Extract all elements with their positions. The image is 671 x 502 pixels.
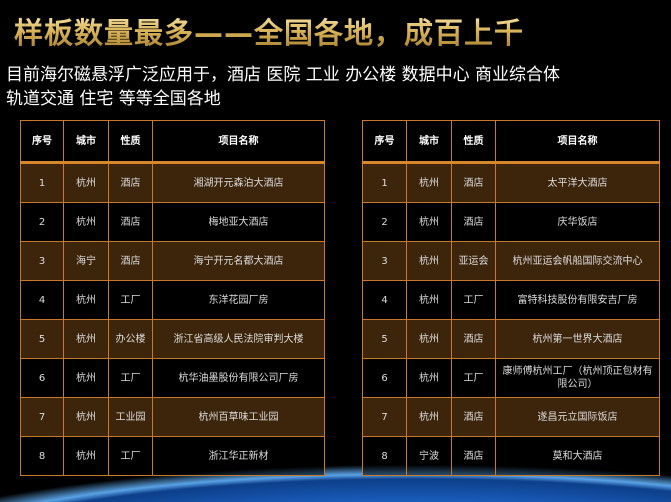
cell-city: 杭州 (63, 202, 109, 242)
cell-index: 4 (20, 280, 64, 320)
table-row: 6 杭州 工厂 康师傅杭州工厂（杭州顶正包材有限公司） (362, 358, 660, 398)
cell-city: 杭州 (406, 241, 452, 281)
cell-city: 杭州 (63, 358, 109, 398)
cell-project-name: 浙江华正新材 (152, 436, 325, 476)
cell-index: 8 (20, 436, 64, 476)
cell-project-name: 海宁开元名都大酒店 (152, 241, 325, 281)
cell-city: 杭州 (406, 162, 452, 203)
cell-index: 3 (362, 241, 407, 281)
table-row: 1 杭州 酒店 湘湖开元森泊大酒店 (20, 162, 325, 203)
cell-type: 工厂 (108, 280, 153, 320)
page-title: 样板数量最多——全国各地，成百上千 (14, 10, 524, 52)
header-index: 序号 (20, 120, 64, 164)
cell-index: 6 (20, 358, 64, 398)
header-city: 城市 (406, 120, 452, 164)
table-row: 8 杭州 工厂 浙江华正新材 (20, 436, 325, 476)
table-row: 4 杭州 工厂 东洋花园厂房 (20, 280, 325, 320)
cell-city: 杭州 (63, 436, 109, 476)
cell-project-name: 杭华油墨股份有限公司厂房 (152, 358, 325, 398)
cell-project-name: 湘湖开元森泊大酒店 (152, 162, 325, 203)
header-project-name: 项目名称 (152, 120, 325, 164)
cell-type: 酒店 (451, 397, 496, 437)
cell-index: 5 (20, 319, 64, 359)
left-project-table: 序号 城市 性质 项目名称 1 杭州 酒店 湘湖开元森泊大酒店 2 杭州 酒店 梅地亚大酒店 3… (20, 120, 325, 476)
cell-index: 2 (362, 202, 407, 242)
table-row: 7 杭州 工业园 杭州百草味工业园 (20, 397, 325, 437)
cell-type: 酒店 (108, 241, 153, 281)
table-row: 7 杭州 酒店 遂昌元立国际饭店 (362, 397, 660, 437)
cell-city: 海宁 (63, 241, 109, 281)
cell-city: 杭州 (63, 319, 109, 359)
header-type: 性质 (451, 120, 496, 164)
cell-type: 酒店 (451, 436, 496, 476)
cell-type: 酒店 (108, 162, 153, 203)
table-row: 3 杭州 亚运会 杭州亚运会帆船国际交流中心 (362, 241, 660, 281)
cell-project-name: 杭州百草味工业园 (152, 397, 325, 437)
cell-project-name: 浙江省高级人民法院审判大楼 (152, 319, 325, 359)
cell-type: 酒店 (108, 202, 153, 242)
cell-type: 工厂 (451, 358, 496, 398)
table-row: 4 杭州 工厂 富特科技股份有限安吉厂房 (362, 280, 660, 320)
table-row: 5 杭州 酒店 杭州第一世界大酒店 (362, 319, 660, 359)
cell-index: 3 (20, 241, 64, 281)
cell-city: 杭州 (406, 319, 452, 359)
cell-type: 工厂 (108, 436, 153, 476)
cell-project-name: 富特科技股份有限安吉厂房 (495, 280, 660, 320)
cell-project-name: 太平洋大酒店 (495, 162, 660, 203)
cell-type: 工厂 (108, 358, 153, 398)
cell-index: 5 (362, 319, 407, 359)
cell-project-name: 莫和大酒店 (495, 436, 660, 476)
cell-type: 工厂 (451, 280, 496, 320)
table-row: 3 海宁 酒店 海宁开元名都大酒店 (20, 241, 325, 281)
cell-type: 工业园 (108, 397, 153, 437)
subtitle-line-2: 轨道交通 住宅 等等全国各地 (6, 89, 221, 109)
table-row: 6 杭州 工厂 杭华油墨股份有限公司厂房 (20, 358, 325, 398)
cell-index: 7 (20, 397, 64, 437)
table-row: 2 杭州 酒店 庆华饭店 (362, 202, 660, 242)
cell-project-name: 梅地亚大酒店 (152, 202, 325, 242)
cell-type: 亚运会 (451, 241, 496, 281)
cell-city: 宁波 (406, 436, 452, 476)
cell-project-name: 庆华饭店 (495, 202, 660, 242)
cell-type: 酒店 (451, 319, 496, 359)
cell-index: 6 (362, 358, 407, 398)
subtitle-line-1: 目前海尔磁悬浮广泛应用于，酒店 医院 工业 办公楼 数据中心 商业综合体 (6, 65, 561, 85)
cell-index: 2 (20, 202, 64, 242)
cell-type: 酒店 (451, 162, 496, 203)
cell-type: 办公楼 (108, 319, 153, 359)
cell-city: 杭州 (406, 202, 452, 242)
cell-city: 杭州 (406, 280, 452, 320)
cell-city: 杭州 (406, 358, 452, 398)
header-city: 城市 (63, 120, 109, 164)
cell-city: 杭州 (63, 280, 109, 320)
cell-index: 8 (362, 436, 407, 476)
cell-city: 杭州 (63, 397, 109, 437)
header-type: 性质 (108, 120, 153, 164)
cell-project-name: 杭州第一世界大酒店 (495, 319, 660, 359)
cell-city: 杭州 (406, 397, 452, 437)
table-row: 5 杭州 办公楼 浙江省高级人民法院审判大楼 (20, 319, 325, 359)
cell-index: 1 (362, 162, 407, 203)
table-row: 8 宁波 酒店 莫和大酒店 (362, 436, 660, 476)
cell-index: 7 (362, 397, 407, 437)
cell-index: 4 (362, 280, 407, 320)
cell-city: 杭州 (63, 162, 109, 203)
cell-index: 1 (20, 162, 64, 203)
cell-project-name: 东洋花园厂房 (152, 280, 325, 320)
table-row: 1 杭州 酒店 太平洋大酒店 (362, 162, 660, 203)
cell-type: 酒店 (451, 202, 496, 242)
cell-project-name: 遂昌元立国际饭店 (495, 397, 660, 437)
header-index: 序号 (362, 120, 407, 164)
header-project-name: 项目名称 (495, 120, 660, 164)
right-project-table: 序号 城市 性质 项目名称 1 杭州 酒店 太平洋大酒店 2 杭州 酒店 庆华饭店 3 杭州 亚运会… (362, 120, 660, 476)
cell-project-name: 杭州亚运会帆船国际交流中心 (495, 241, 660, 281)
table-row: 2 杭州 酒店 梅地亚大酒店 (20, 202, 325, 242)
cell-project-name: 康师傅杭州工厂（杭州顶正包材有限公司） (495, 358, 660, 398)
